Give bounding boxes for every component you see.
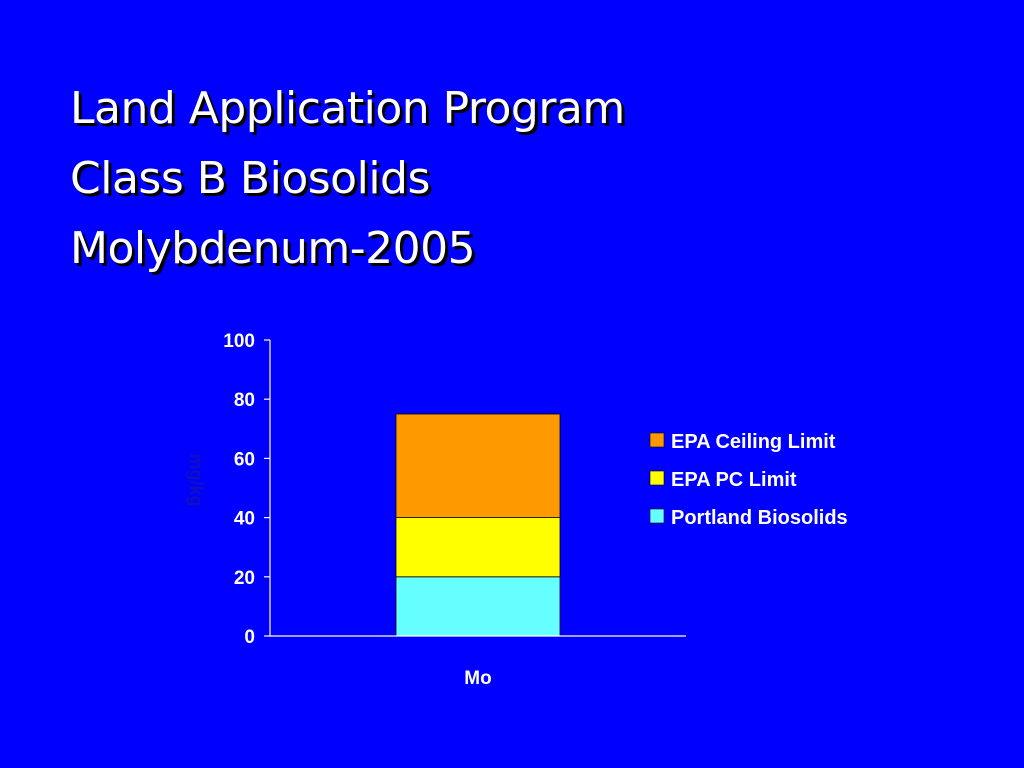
legend: EPA Ceiling Limit EPA PC Limit Portland Bi… bbox=[649, 431, 848, 529]
y-tick-label: 80 bbox=[234, 390, 255, 411]
legend-swatch bbox=[649, 508, 665, 524]
y-tick-label: 100 bbox=[223, 331, 255, 352]
y-tick-label: 0 bbox=[244, 627, 255, 648]
legend-swatch bbox=[649, 470, 665, 486]
legend-label: EPA Ceiling Limit bbox=[671, 431, 836, 453]
legend-swatch bbox=[649, 432, 665, 448]
legend-label: EPA PC Limit bbox=[671, 469, 797, 491]
title-line-3: Molybdenum-2005 bbox=[70, 223, 476, 274]
bar-segment-3 bbox=[395, 413, 561, 518]
title-line-2: Class B Biosolids bbox=[70, 153, 430, 204]
y-tick-label: 40 bbox=[234, 509, 255, 530]
bar-segment-1 bbox=[395, 576, 561, 637]
axes bbox=[269, 340, 686, 637]
x-category-label: Mo bbox=[464, 668, 491, 689]
slide-title: Land Application Program Class B Biosoli… bbox=[70, 74, 625, 284]
bar-group bbox=[395, 413, 561, 637]
y-tick-label: 60 bbox=[234, 449, 255, 470]
legend-label: Portland Biosolids bbox=[671, 507, 848, 529]
bar-segment-2 bbox=[395, 517, 561, 578]
y-axis-label: mg/kg bbox=[186, 453, 206, 506]
title-line-1: Land Application Program bbox=[70, 83, 625, 134]
x-categories: Mo bbox=[464, 668, 491, 689]
y-tick-label: 20 bbox=[234, 568, 255, 589]
y-ticks: 0 20 40 60 80 100 bbox=[223, 331, 270, 648]
